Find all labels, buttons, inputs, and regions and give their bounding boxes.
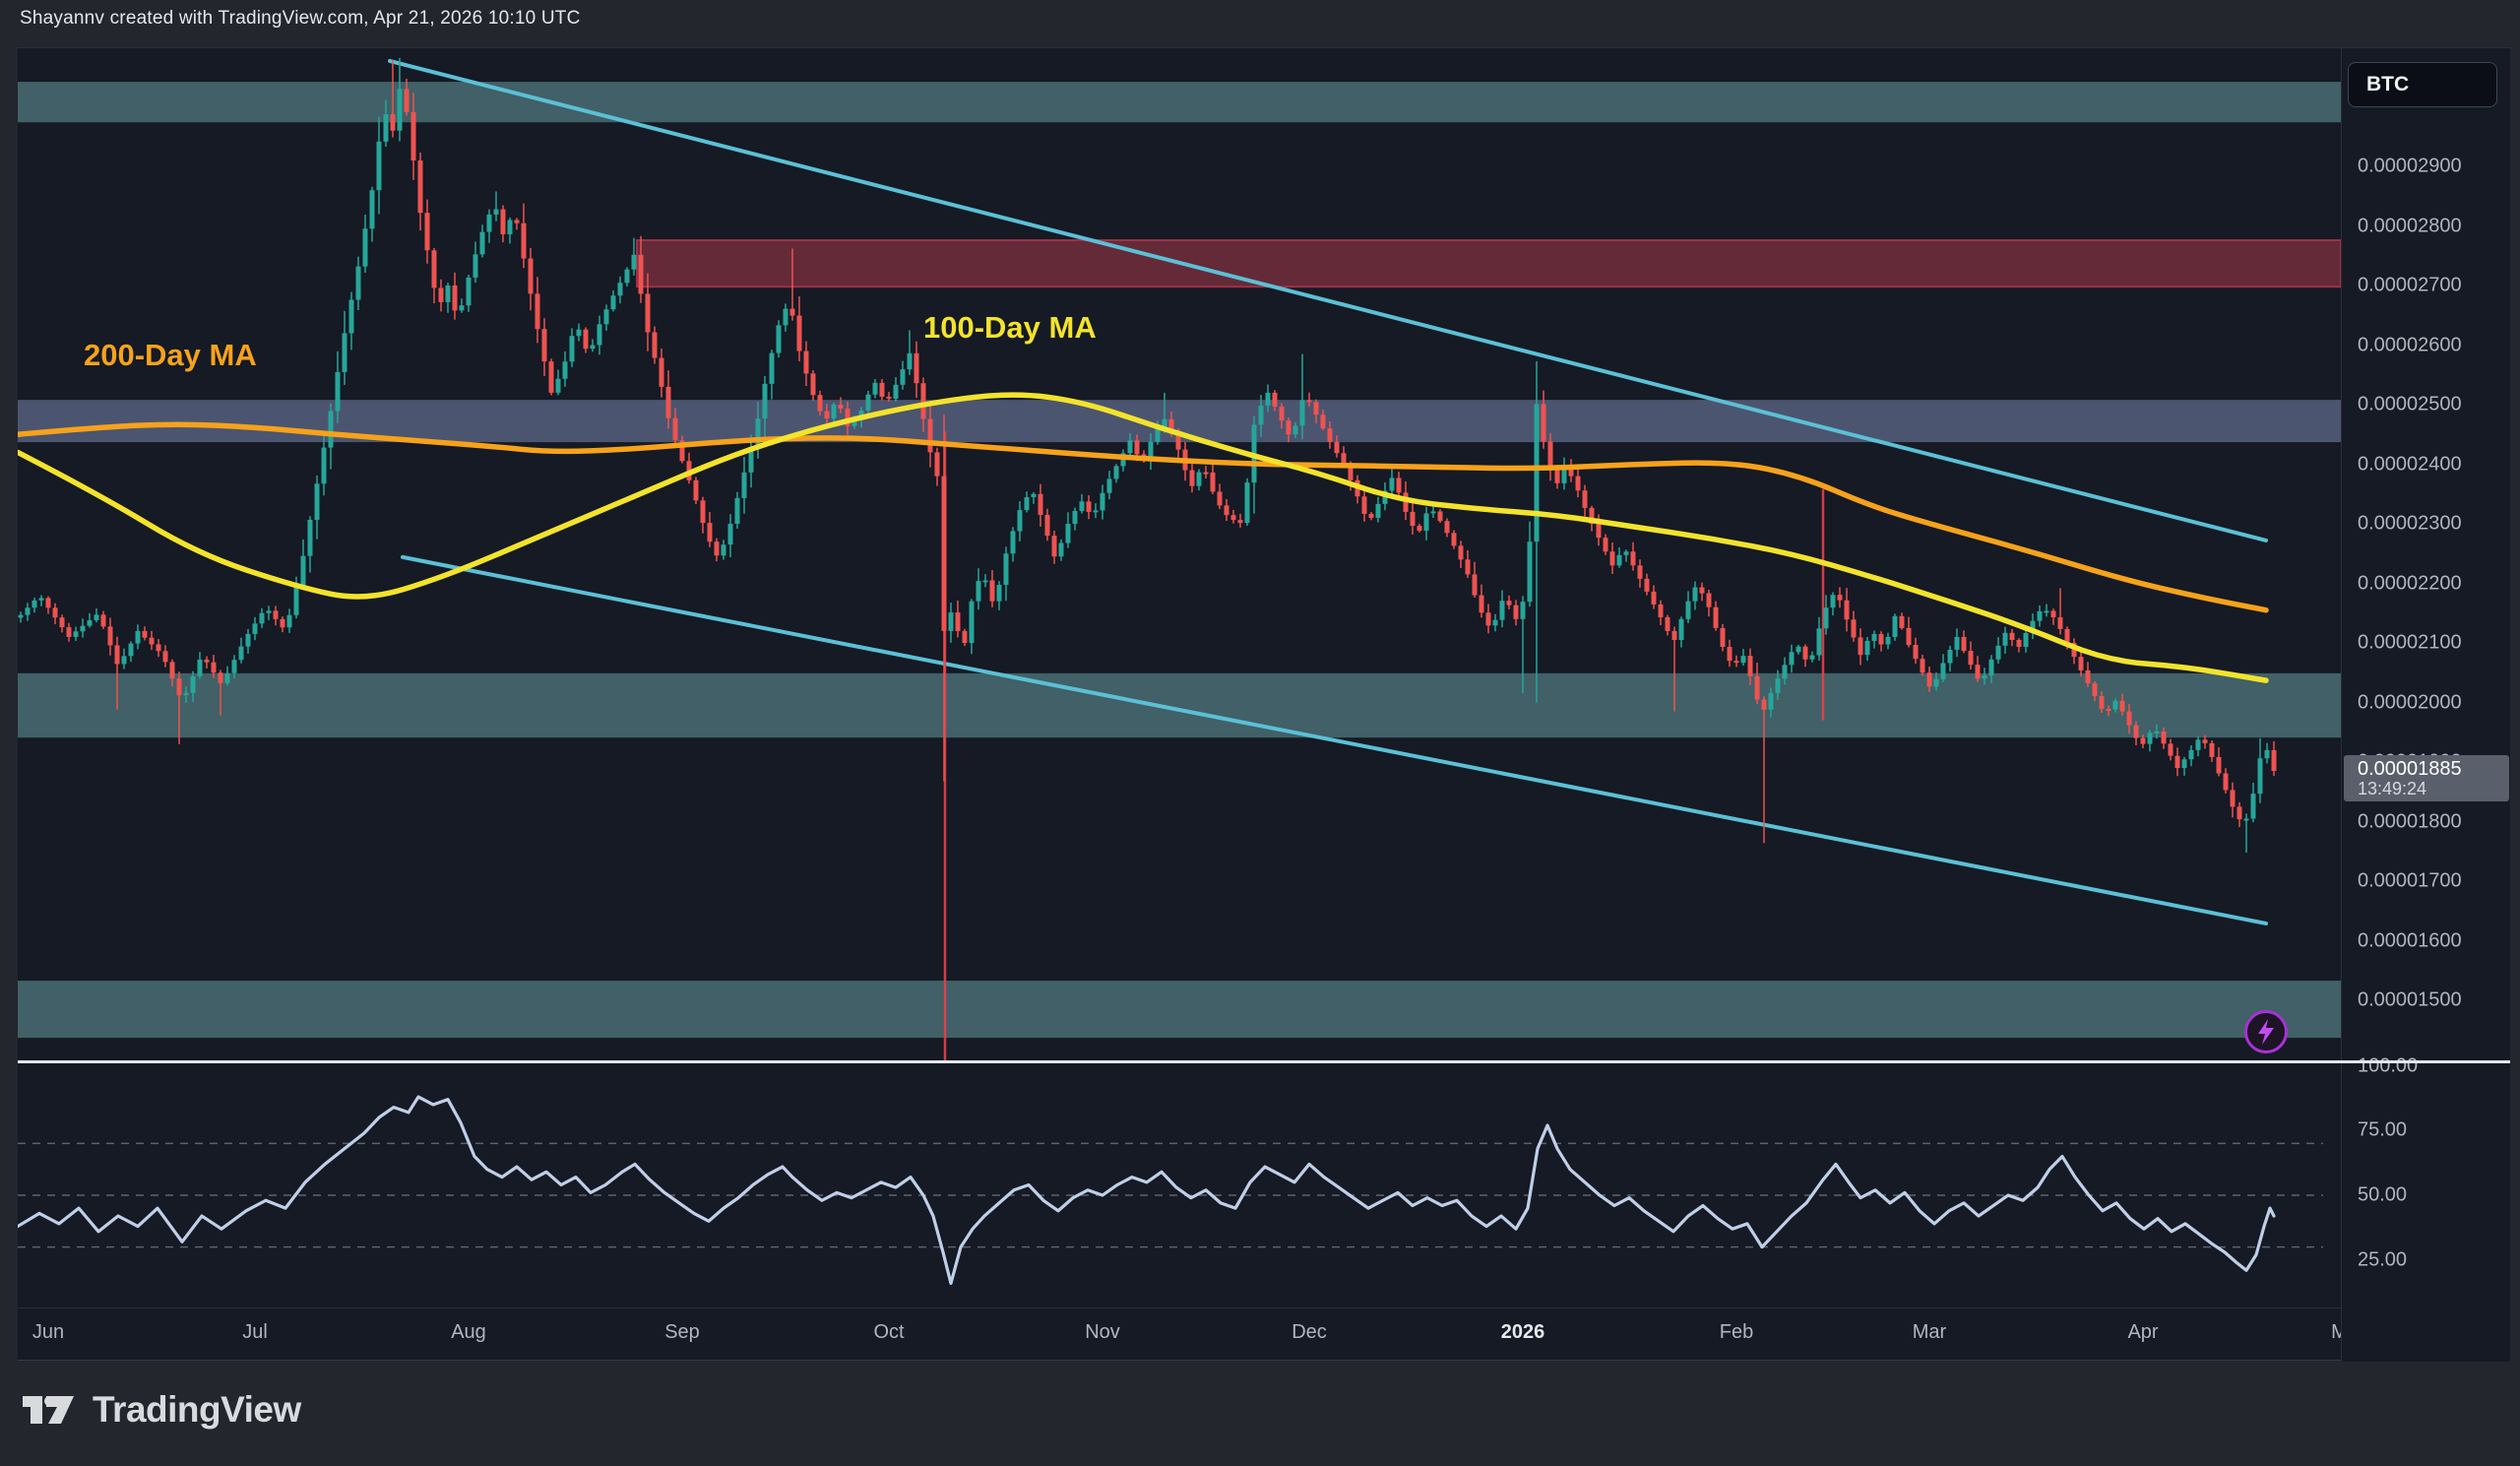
time-label-sep: Sep [664, 1321, 700, 1343]
ma-100-line[interactable] [18, 392, 2269, 683]
price-tick-2500: 0.00002500 [2358, 393, 2462, 415]
price-tick-2400: 0.00002400 [2358, 453, 2462, 475]
event-vlines [943, 431, 1825, 1061]
bar-countdown: 13:49:24 [2358, 779, 2427, 798]
current-price-value: 0.00001885 [2358, 758, 2462, 780]
time-label-jul: Jul [242, 1321, 268, 1343]
price-tick-2100: 0.00002100 [2358, 631, 2462, 654]
rsi-line[interactable] [18, 1095, 2276, 1286]
time-label-aug: Aug [451, 1321, 486, 1343]
rsi-tick-25: 25.00 [2358, 1248, 2408, 1271]
time-label-2026: 2026 [1500, 1321, 1545, 1343]
time-label-oct: Oct [873, 1321, 905, 1343]
price-axis[interactable]: BTC 0.00002900 0.00002800 0.00002700 0.0000… [2341, 48, 2510, 1362]
tradingview-logo[interactable]: TradingView [22, 1389, 301, 1431]
symbol-button[interactable]: BTC [2348, 62, 2497, 107]
supply-zone [636, 239, 2341, 288]
quick-trade-button[interactable] [2244, 1010, 2288, 1053]
rsi-tick-75: 75.00 [2358, 1118, 2408, 1141]
upper-resistance-zone [18, 82, 2341, 123]
ma-100-label: 100-Day MA [923, 310, 1097, 345]
credit-text: Shayannv created with TradingView.com, A… [20, 8, 581, 29]
channel-lower-line[interactable] [401, 554, 2268, 925]
time-label-apr: Apr [2127, 1321, 2159, 1343]
lightning-icon [2258, 1019, 2274, 1045]
pane-separator[interactable] [18, 1060, 2510, 1063]
deep-support-zone [18, 981, 2341, 1039]
rsi-pane[interactable] [18, 1062, 2341, 1307]
price-tick-1800: 0.00001800 [2358, 810, 2462, 832]
descending-channel [388, 58, 2268, 925]
symbol-button-label: BTC [2366, 73, 2410, 96]
tradingview-wordmark: TradingView [93, 1389, 301, 1430]
current-price-label: 0.00001885 13:49:24 [2344, 755, 2509, 801]
time-label-dec: Dec [1292, 1321, 1327, 1343]
price-pane[interactable]: 200-Day MA 100-Day MA [18, 48, 2341, 1062]
ma-200-line[interactable] [18, 421, 2269, 613]
sr-zones [18, 82, 2341, 1039]
chart-frame[interactable]: 200-Day MA 100-Day MA Jun Jul Aug Sep Oct Nov D… [18, 47, 2510, 1362]
price-tick-2800: 0.00002800 [2358, 215, 2462, 236]
price-tick-2700: 0.00002700 [2358, 274, 2462, 296]
channel-upper-line[interactable] [388, 58, 2268, 542]
price-tick-2600: 0.00002600 [2358, 334, 2462, 355]
price-tick-2000: 0.00002000 [2358, 691, 2462, 713]
time-label-mar: Mar [1912, 1321, 1947, 1343]
time-label-jun: Jun [32, 1321, 65, 1343]
time-axis-border [18, 1307, 2510, 1308]
time-axis[interactable]: Jun Jul Aug Sep Oct Nov Dec 2026 Feb Mar Apr May [18, 1307, 2341, 1362]
attribution-bar: Shayannv created with TradingView.com, A… [0, 0, 2520, 35]
price-tick-2900: 0.00002900 [2358, 155, 2462, 177]
price-tick-1600: 0.00001600 [2358, 929, 2462, 951]
ma-200-label: 200-Day MA [84, 338, 257, 372]
footer: TradingView [0, 1362, 2520, 1466]
price-tick-1700: 0.00001700 [2358, 869, 2462, 892]
support-zone [18, 672, 2341, 738]
price-tick-2200: 0.00002200 [2358, 572, 2462, 594]
tradingview-mark-icon [23, 1396, 74, 1424]
rsi-tick-50: 50.00 [2358, 1183, 2408, 1206]
price-tick-1500: 0.00001500 [2358, 988, 2462, 1011]
price-tick-2300: 0.00002300 [2358, 512, 2462, 535]
time-label-may: May [2331, 1321, 2341, 1343]
time-label-nov: Nov [1085, 1321, 1120, 1343]
time-label-feb: Feb [1719, 1321, 1754, 1343]
rsi-tick-100: 100.00 [2358, 1054, 2419, 1076]
